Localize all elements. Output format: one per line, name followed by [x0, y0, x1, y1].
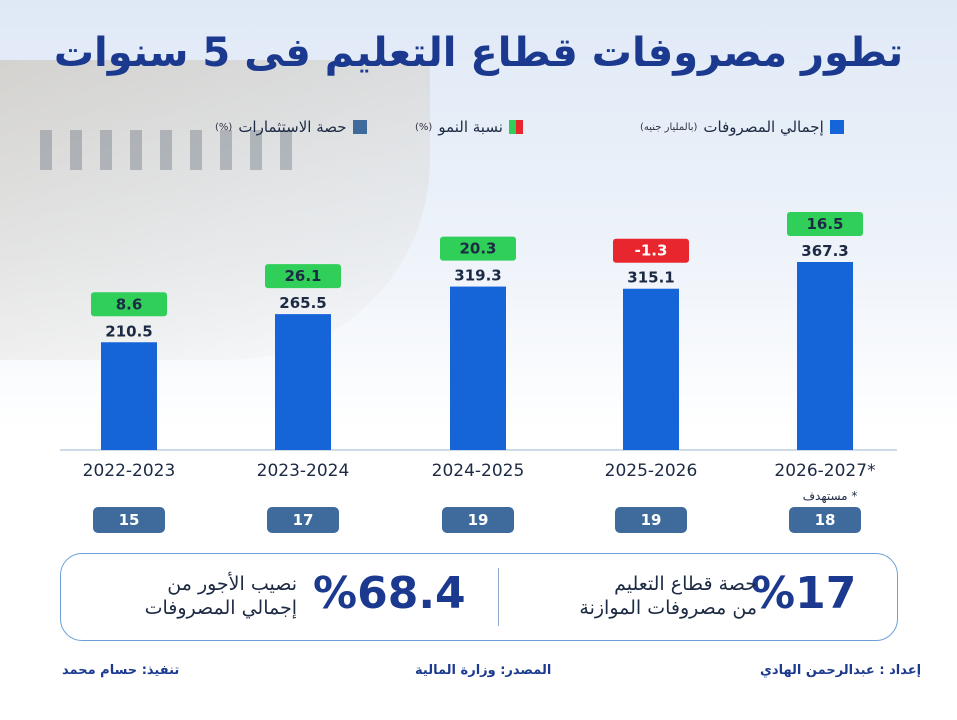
footer-execution: تنفيذ: حسام محمد [62, 663, 180, 678]
bar-value-label-0: 210.5 [105, 322, 152, 340]
legend-total-label: إجمالي المصروفات [703, 118, 824, 136]
bar-total-3 [623, 288, 679, 450]
growth-label-2: 20.3 [459, 240, 496, 258]
wages-share-line2: إجمالي المصروفات [144, 597, 297, 619]
bar-total-0 [101, 342, 157, 450]
legend-growth: نسبة النمو (%) [415, 118, 523, 136]
invest-share-box-1: 17 [267, 507, 339, 533]
bar-total-2 [450, 286, 506, 450]
footer-prepared: إعداد : عبدالرحمن الهادي [760, 663, 922, 678]
category-label-1: 2023-2024 [257, 461, 350, 481]
bar-total-4 [797, 262, 853, 450]
growth-label-3: -1.3 [635, 242, 668, 260]
growth-label-0: 8.6 [116, 295, 143, 313]
bar-value-label-4: 367.3 [801, 242, 848, 260]
panel-divider [498, 568, 499, 626]
growth-badge-0 [91, 292, 167, 317]
category-label-2: 2024-2025 [432, 461, 525, 481]
chart-title: تطور مصروفات قطاع التعليم فى 5 سنوات [53, 30, 904, 76]
bar-chart: 210.5 8.6 2022-2023 265.5 26.1 2023-2024 319.3… [60, 212, 897, 481]
category-label-0: 2022-2023 [83, 461, 176, 481]
target-note: * مستهدف [802, 489, 858, 503]
growth-label-1: 26.1 [284, 267, 321, 285]
invest-share-box-3: 19 [615, 507, 687, 533]
growth-badge-3 [613, 238, 689, 263]
wages-share-value: %68.4 [313, 568, 466, 619]
growth-label-4: 16.5 [806, 215, 843, 233]
footer-source: المصدر: وزارة المالية [415, 663, 552, 678]
background-building-image [0, 60, 430, 360]
legend-invest-unit: (%) [215, 121, 233, 133]
category-label-3: 2025-2026 [605, 461, 698, 481]
growth-badge-2 [440, 236, 516, 261]
wages-share-line1: نصيب الأجور من [167, 573, 297, 595]
bar-total-1 [275, 314, 331, 450]
legend-invest: حصة الاستثمارات (%) [215, 118, 367, 136]
education-share-line2: من مصروفات الموازنة [579, 597, 757, 619]
education-share-label: حصة قطاع التعليم من مصروفات الموازنة [557, 572, 757, 620]
legend-growth-unit: (%) [415, 121, 433, 133]
bar-value-label-3: 315.1 [627, 269, 674, 287]
bar-value-label-1: 265.5 [279, 294, 326, 312]
legend-total: إجمالي المصروفات (بالمليار جنيه) [640, 118, 844, 136]
education-share-line1: حصة قطاع التعليم [614, 573, 757, 595]
invest-share-box-4: 18 [789, 507, 861, 533]
invest-share-box-0: 15 [93, 507, 165, 533]
invest-share-box-2: 19 [442, 507, 514, 533]
growth-badge-1 [265, 264, 341, 289]
legend-invest-swatch [352, 120, 367, 134]
wages-share-label: نصيب الأجور من إجمالي المصروفات [117, 572, 297, 620]
bar-value-label-2: 319.3 [454, 267, 501, 285]
summary-panel: %17 حصة قطاع التعليم من مصروفات الموازنة… [60, 553, 898, 641]
category-label-4: 2026-2027* [774, 461, 875, 481]
growth-badge-4 [787, 212, 863, 236]
legend-total-unit: (بالمليار جنيه) [640, 121, 698, 133]
legend-growth-swatch [508, 120, 523, 134]
education-share-value: %17 [751, 568, 857, 619]
legend-invest-label: حصة الاستثمارات [238, 118, 347, 136]
legend-total-swatch [829, 120, 844, 134]
legend-growth-label: نسبة النمو [438, 118, 503, 136]
